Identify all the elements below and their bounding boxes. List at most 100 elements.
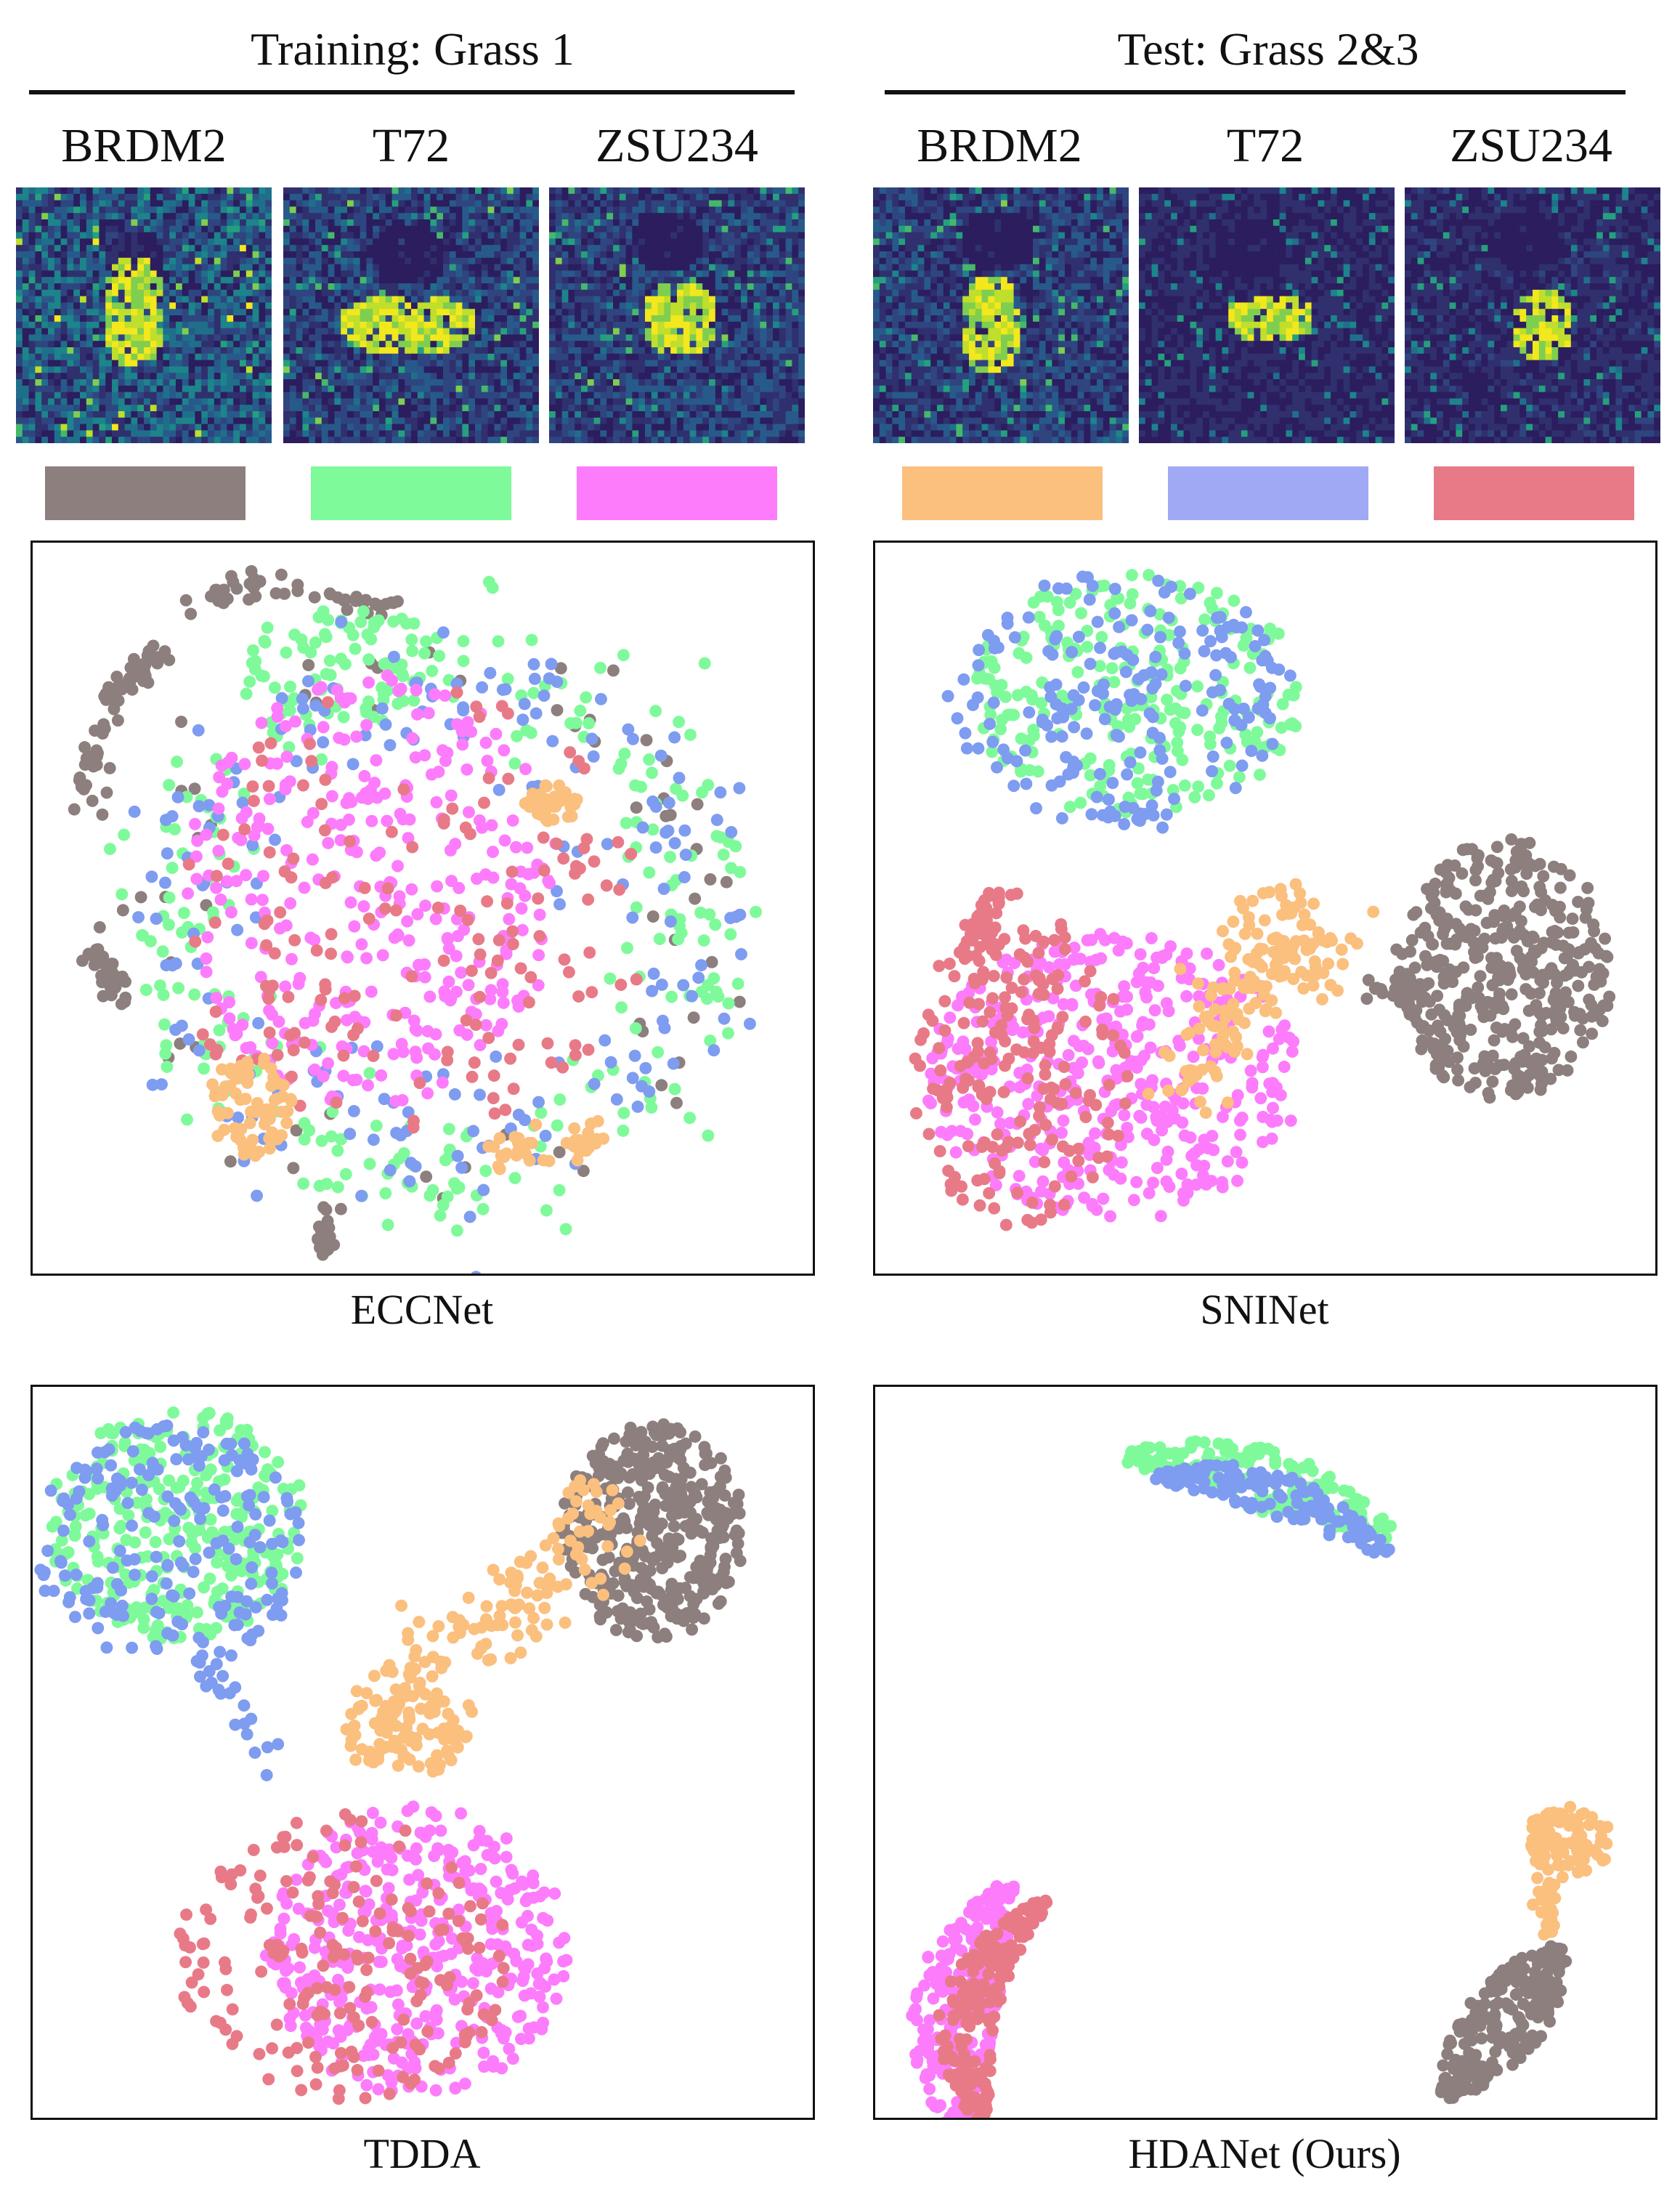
scatter-point xyxy=(987,969,1000,982)
scatter-point xyxy=(284,2020,297,2033)
scatter-point xyxy=(373,1738,386,1751)
scatter-point xyxy=(360,1964,373,1976)
scatter-point xyxy=(431,1749,444,1762)
scatter-point xyxy=(1023,1138,1036,1151)
scatter-point xyxy=(453,1024,466,1037)
scatter-point xyxy=(635,1425,648,1438)
scatter-point xyxy=(93,920,106,934)
scatter-point xyxy=(1488,1034,1501,1047)
scatter-point xyxy=(221,1417,234,1430)
scatter-point xyxy=(290,1874,303,1886)
scatter-point xyxy=(70,1568,83,1582)
scatter-point xyxy=(320,1226,333,1239)
scatter-point xyxy=(646,984,659,997)
scatter-point xyxy=(243,1117,256,1130)
scatter-point xyxy=(1294,896,1307,910)
scatter-point xyxy=(1464,1024,1477,1036)
scatter-point xyxy=(501,673,514,686)
scatter-point xyxy=(482,772,495,785)
scatter-point xyxy=(677,979,690,992)
scatter-point xyxy=(1216,925,1229,938)
scatter-point xyxy=(128,805,141,818)
scatter-point xyxy=(1257,1111,1270,1123)
scatter-point xyxy=(527,1891,540,1904)
scatter-point xyxy=(213,1024,226,1037)
scatter-point xyxy=(1180,989,1193,1003)
scatter-point xyxy=(235,811,248,825)
scatter-point xyxy=(474,990,486,1003)
scatter-point xyxy=(543,1572,556,1585)
scatter-point xyxy=(1154,1210,1167,1223)
scatter-point xyxy=(564,746,577,759)
scatter-point xyxy=(722,1027,734,1040)
scatter-point xyxy=(466,1070,479,1083)
scatter-point xyxy=(1496,910,1509,922)
scatter-point xyxy=(181,1599,194,1612)
scatter-point xyxy=(1307,979,1320,992)
scatter-point xyxy=(1204,730,1217,743)
scatter-point xyxy=(922,1094,935,1107)
scatter-point xyxy=(1530,999,1543,1012)
scatter-point xyxy=(381,1714,394,1727)
scatter-point xyxy=(330,1096,343,1109)
scatter-point xyxy=(137,1622,150,1635)
scatter-point xyxy=(509,1579,522,1592)
scatter-point xyxy=(1335,943,1348,956)
scatter-point xyxy=(1026,1197,1039,1209)
scatter-point xyxy=(538,1601,551,1614)
scatter-point xyxy=(447,1631,460,1644)
scatter-point xyxy=(451,930,464,942)
scatter-point xyxy=(466,1705,479,1718)
scatter-point xyxy=(522,1136,535,1149)
scatter-point xyxy=(457,635,470,648)
scatter-point xyxy=(170,1453,183,1466)
scatter-point xyxy=(309,699,322,712)
scatter-point xyxy=(430,2013,443,2026)
scatter-point xyxy=(333,1898,346,1911)
scatter-point xyxy=(514,1646,527,1659)
scatter-point xyxy=(474,1039,487,1052)
scatter-point xyxy=(1084,769,1097,782)
scatter-point xyxy=(991,686,1004,699)
scatter-point xyxy=(285,952,298,966)
scatter-point xyxy=(307,1850,320,1863)
scatter-point xyxy=(1113,730,1125,743)
scatter-point xyxy=(431,1842,445,1855)
scatter-point xyxy=(1573,946,1586,959)
scatter-point xyxy=(290,755,303,768)
scatter-point xyxy=(598,1034,612,1047)
scatter-point xyxy=(984,708,997,721)
scatter-point xyxy=(471,1271,482,1274)
scatter-point xyxy=(166,959,179,972)
scatter-point xyxy=(397,1750,410,1763)
scatter-point xyxy=(588,1077,601,1090)
scatter-point xyxy=(126,1641,139,1654)
scatter-point xyxy=(1246,1077,1259,1090)
scatter-point xyxy=(259,1470,272,1483)
scatter-point xyxy=(991,1128,1004,1141)
scatter-point xyxy=(389,1009,402,1022)
scatter-point xyxy=(344,1739,357,1752)
scatter-point xyxy=(88,754,101,766)
scatter-point xyxy=(420,1170,433,1183)
scatter-point xyxy=(1344,932,1358,945)
scatter-point xyxy=(1535,886,1548,899)
scatter-point xyxy=(1478,889,1491,902)
scatter-point xyxy=(292,977,305,990)
scatter-point xyxy=(462,806,475,819)
train-label-zsu234: ZSU234 xyxy=(596,119,758,172)
scatter-point xyxy=(215,1491,228,1504)
scatter-point xyxy=(622,1497,636,1510)
scatter-point xyxy=(359,1991,372,2004)
scatter-point xyxy=(973,997,986,1011)
scatter-point xyxy=(315,993,328,1006)
scatter-point xyxy=(124,661,137,674)
scatter-point xyxy=(1108,607,1121,620)
scatter-point xyxy=(407,617,421,630)
scatter-point xyxy=(429,2084,442,2097)
scatter-point xyxy=(489,2004,502,2017)
scatter-point xyxy=(689,892,702,905)
scatter-point xyxy=(236,1019,249,1031)
scatter-point xyxy=(1036,1143,1050,1157)
scatter-point xyxy=(474,1088,486,1101)
